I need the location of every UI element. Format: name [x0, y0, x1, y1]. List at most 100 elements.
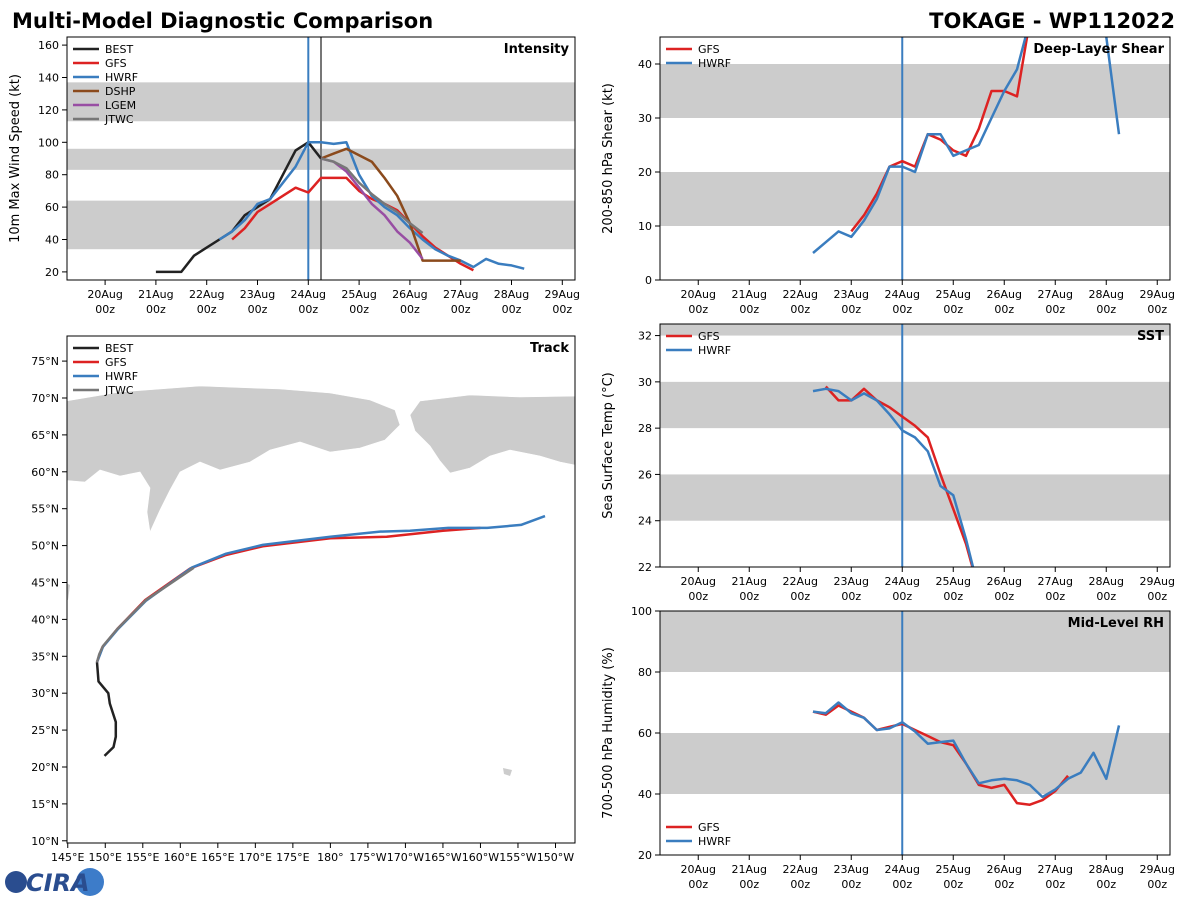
x-tick-label: 25Aug 00z: [341, 288, 376, 316]
x-tick-label: 20Aug 00z: [87, 288, 122, 316]
panel-label: Track: [530, 341, 569, 356]
legend-label: GFS: [698, 821, 720, 834]
series-line: [95, 566, 195, 663]
y-axis-label: 200-850 hPa Shear (kt): [601, 83, 616, 234]
x-tick-label: 25Aug 00z: [936, 575, 971, 603]
series-line: [850, 37, 1029, 233]
y-tick-label: 40: [45, 234, 59, 247]
y-tick-label: 45°N: [31, 576, 59, 589]
x-tick-label: 27Aug 00z: [443, 288, 478, 316]
x-tick-label: 21Aug 00z: [138, 288, 173, 316]
y-tick-label: 30: [638, 376, 652, 389]
x-tick-label: 23Aug 00z: [240, 288, 275, 316]
band: [660, 64, 1170, 118]
y-tick-label: 0: [645, 274, 652, 287]
series-line: [218, 141, 525, 270]
x-tick-label: 180°: [317, 851, 344, 864]
x-tick-label: 27Aug 00z: [1038, 575, 1073, 603]
x-tick-label: 22Aug 00z: [783, 575, 818, 603]
x-tick-label: 22Aug 00z: [783, 288, 818, 316]
y-axis-label: 700-500 hPa Humidity (%): [601, 647, 616, 819]
x-tick-label: 23Aug 00z: [834, 863, 869, 891]
y-axis-label: 10m Max Wind Speed (kt): [8, 74, 23, 243]
band: [660, 611, 1170, 672]
x-tick-label: 24Aug 00z: [885, 288, 920, 316]
y-tick-label: 20: [45, 266, 59, 279]
land-hawaii: [503, 768, 512, 776]
x-tick-label: 29Aug 00z: [545, 288, 580, 316]
panel-label: Deep-Layer Shear: [1033, 42, 1164, 57]
x-tick-label: 27Aug 00z: [1038, 863, 1073, 891]
y-tick-label: 100: [631, 605, 652, 618]
plot-area: [95, 514, 546, 757]
x-tick-label: 28Aug 00z: [1089, 863, 1124, 891]
y-tick-label: 140: [38, 72, 59, 85]
x-tick-label: 145°E: [51, 851, 84, 864]
x-tick-label: 24Aug 00z: [291, 288, 326, 316]
y-tick-label: 24: [638, 515, 652, 528]
x-tick-label: 160°W: [462, 851, 499, 864]
x-tick-label: 20Aug 00z: [681, 575, 716, 603]
logo-badge: [76, 868, 104, 896]
x-tick-label: 165°W: [424, 851, 461, 864]
band: [660, 733, 1170, 794]
y-tick-label: 35°N: [31, 650, 59, 663]
logo: CIRA: [5, 868, 104, 897]
y-tick-label: 60°N: [31, 466, 59, 479]
y-tick-label: 50°N: [31, 540, 59, 553]
frame: [66, 335, 576, 844]
y-tick-label: 75°N: [31, 355, 59, 368]
legend-label: HWRF: [698, 835, 731, 848]
legend-label: HWRF: [105, 370, 138, 383]
frame: [659, 36, 1171, 281]
land-alaska: [409, 394, 575, 474]
y-tick-label: 60: [45, 201, 59, 214]
x-tick-label: 28Aug 00z: [494, 288, 529, 316]
y-tick-label: 22: [638, 561, 652, 574]
frame: [659, 610, 1171, 856]
x-tick-label: 160°E: [164, 851, 197, 864]
x-tick-label: 170°E: [239, 851, 272, 864]
x-tick-label: 165°E: [201, 851, 234, 864]
plot-area: [660, 324, 1170, 567]
x-tick-label: 29Aug 00z: [1140, 288, 1175, 316]
y-tick-label: 32: [638, 330, 652, 343]
x-tick-label: 22Aug 00z: [189, 288, 224, 316]
y-tick-label: 10: [638, 220, 652, 233]
x-tick-label: 24Aug 00z: [885, 863, 920, 891]
x-tick-label: 175°W: [349, 851, 386, 864]
x-tick-label: 20Aug 00z: [681, 863, 716, 891]
y-tick-label: 25°N: [31, 724, 59, 737]
y-tick-label: 40: [638, 788, 652, 801]
x-tick-label: 29Aug 00z: [1140, 575, 1175, 603]
plot-area: [67, 37, 575, 280]
legend-label: JTWC: [104, 113, 134, 126]
logo-globe: [5, 871, 27, 893]
y-tick-label: 80: [638, 666, 652, 679]
x-tick-label: 26Aug 00z: [987, 863, 1022, 891]
band: [660, 324, 1170, 336]
series-line: [231, 176, 474, 272]
y-tick-label: 26: [638, 468, 652, 481]
land-asia: [67, 385, 401, 534]
y-tick-label: 65°N: [31, 429, 59, 442]
series-line: [320, 157, 424, 234]
x-tick-label: 28Aug 00z: [1089, 288, 1124, 316]
x-tick-label: 23Aug 00z: [834, 575, 869, 603]
x-tick-label: 155°E: [126, 851, 159, 864]
y-tick-label: 80: [45, 169, 59, 182]
series-line: [812, 37, 1121, 254]
land: [67, 385, 575, 776]
y-tick-label: 30: [638, 112, 652, 125]
series-line: [320, 147, 461, 262]
x-tick-label: 26Aug 00z: [987, 575, 1022, 603]
x-tick-label: 27Aug 00z: [1038, 288, 1073, 316]
series-line: [155, 141, 322, 274]
y-tick-label: 70°N: [31, 392, 59, 405]
y-tick-label: 28: [638, 422, 652, 435]
legend-label: DSHP: [105, 85, 136, 98]
y-tick-label: 55°N: [31, 503, 59, 516]
x-tick-label: 22Aug 00z: [783, 863, 818, 891]
frame: [659, 323, 1171, 568]
